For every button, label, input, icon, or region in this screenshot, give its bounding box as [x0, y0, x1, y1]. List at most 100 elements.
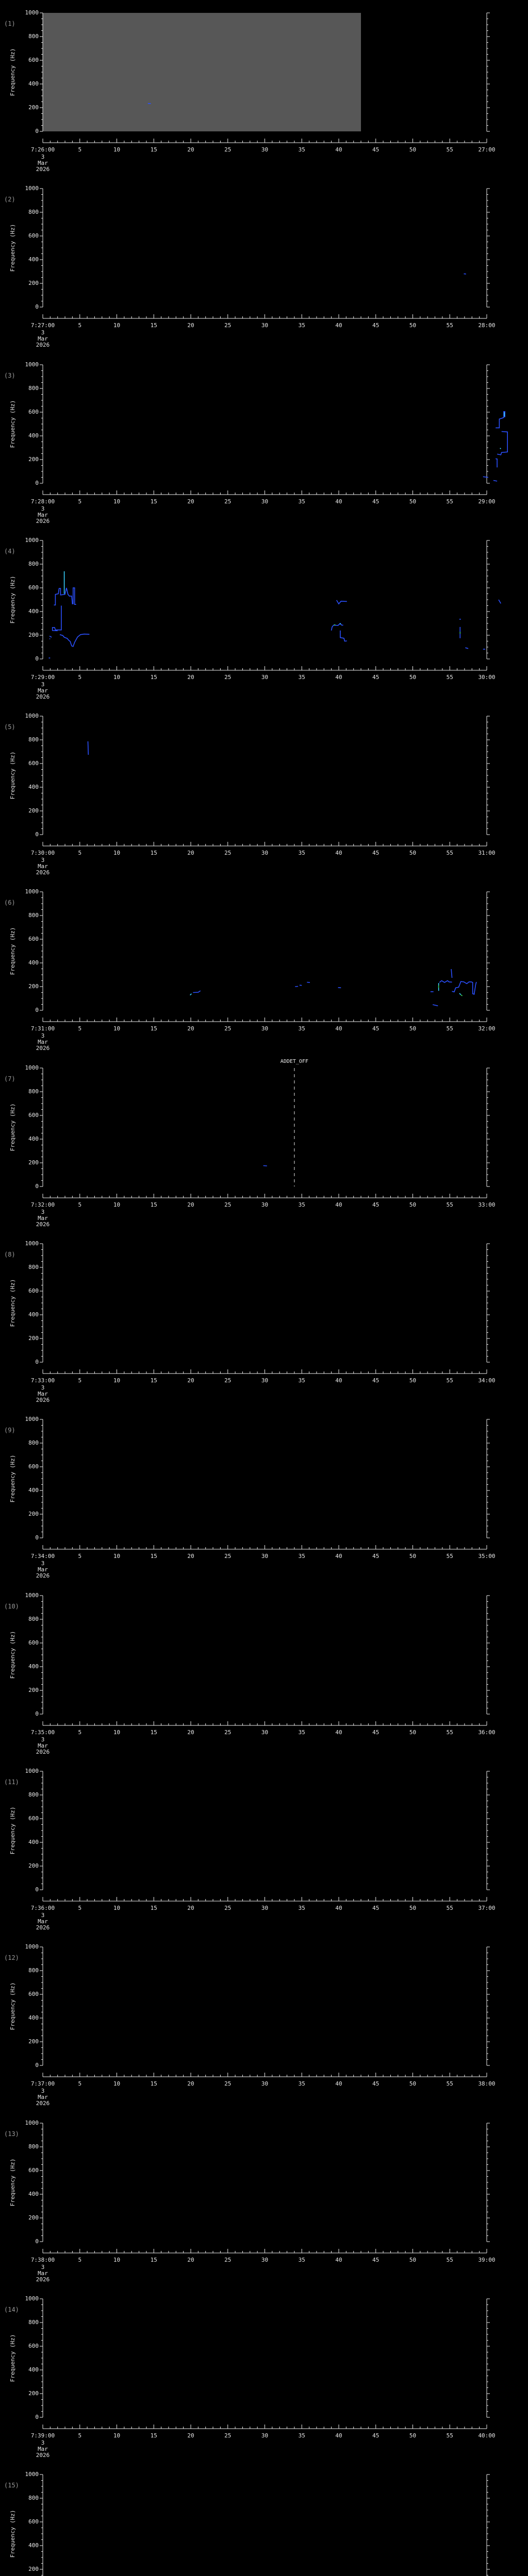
- x-tick-label: 25: [224, 850, 232, 857]
- x-axis-date-line: 3: [41, 2088, 45, 2095]
- y-tick-label: 600: [28, 1463, 39, 1470]
- y-tick-label: 0: [35, 1710, 39, 1717]
- x-tick-label: 10: [113, 146, 121, 153]
- x-tick-label: 50: [409, 498, 417, 505]
- signal-trace-blue: [49, 635, 52, 638]
- y-tick-label: 1000: [25, 2471, 39, 2478]
- y-tick-label: 0: [35, 1534, 39, 1541]
- x-end-time-label: 30:00: [478, 673, 496, 681]
- y-tick-label: 200: [28, 1335, 39, 1342]
- signal-trace-blue: [496, 458, 498, 467]
- x-axis-date-line: Mar: [38, 1039, 48, 1046]
- x-tick-label: 5: [78, 2080, 82, 2088]
- x-tick-label: 45: [372, 850, 380, 857]
- x-tick-label: 35: [298, 1728, 305, 1736]
- panel-canvas: [40, 12, 490, 143]
- x-tick-label: 30: [261, 1377, 269, 1384]
- x-end-time-label: 32:00: [478, 1025, 496, 1032]
- y-tick-label: 1000: [25, 1240, 39, 1247]
- y-tick-label: 0: [35, 128, 39, 134]
- x-axis-date-line: 3: [41, 681, 45, 688]
- y-tick-label: 1000: [25, 2295, 39, 2302]
- x-tick-label: 30: [261, 2080, 269, 2088]
- x-axis-date-line: Mar: [38, 2094, 48, 2101]
- y-axis-title: Frequency (Hz): [9, 224, 16, 272]
- y-tick-label: 200: [28, 2214, 39, 2221]
- y-axis-title: Frequency (Hz): [9, 2158, 16, 2206]
- x-axis-date-line: 2026: [36, 869, 50, 876]
- y-tick-label: 800: [28, 560, 39, 567]
- signal-trace-blue: [451, 969, 453, 978]
- y-axis-title: Frequency (Hz): [9, 1103, 16, 1151]
- y-tick-label: 400: [28, 959, 39, 967]
- x-tick-label: 55: [446, 2256, 453, 2263]
- panel-index-label: (9): [4, 1427, 15, 1434]
- panel-canvas: [40, 716, 490, 846]
- y-tick-label: 600: [28, 408, 39, 415]
- x-tick-label: 35: [298, 498, 305, 505]
- x-tick-label: 30: [261, 2432, 269, 2439]
- y-tick-label: 800: [28, 1967, 39, 1974]
- y-tick-label: 600: [28, 1991, 39, 1998]
- x-tick-label: 45: [372, 1553, 380, 1560]
- x-start-time-label: 7:28:00: [30, 498, 55, 505]
- x-tick-label: 55: [446, 2432, 453, 2439]
- x-axis-date-line: Mar: [38, 2269, 48, 2277]
- y-axis-title: Frequency (Hz): [9, 751, 16, 800]
- x-end-time-label: 35:00: [478, 1553, 496, 1560]
- x-tick-label: 45: [372, 322, 380, 329]
- x-axis-date-line: 3: [41, 329, 45, 336]
- x-tick-label: 50: [409, 146, 417, 153]
- x-tick-label: 5: [78, 850, 82, 857]
- x-axis-date-line: 2026: [36, 2100, 50, 2107]
- y-tick-label: 400: [28, 1487, 39, 1494]
- y-tick-label: 200: [28, 104, 39, 111]
- y-tick-label: 200: [28, 2389, 39, 2397]
- x-axis-date-line: Mar: [38, 687, 48, 694]
- x-tick-label: 15: [150, 1377, 157, 1384]
- x-tick-label: 15: [150, 673, 157, 681]
- x-tick-label: 10: [113, 2256, 121, 2263]
- x-tick-label: 40: [335, 1377, 342, 1384]
- x-tick-label: 40: [335, 498, 342, 505]
- y-tick-label: 400: [28, 80, 39, 87]
- x-tick-label: 10: [113, 1728, 121, 1736]
- x-tick-label: 5: [78, 1377, 82, 1384]
- x-axis-date-line: 3: [41, 1032, 45, 1040]
- spectrogram-panel-11: (11) Frequency (Hz) 0 200 400 600 800 1000 5 10 15…: [0, 1758, 528, 1934]
- signal-trace-blue: [496, 411, 506, 428]
- x-tick-label: 20: [187, 1201, 194, 1208]
- x-end-time-label: 29:00: [478, 498, 496, 505]
- y-tick-label: 800: [28, 912, 39, 919]
- signal-trace-cyan: [190, 993, 192, 996]
- y-tick-label: 1000: [25, 1416, 39, 1423]
- x-tick-label: 40: [335, 1728, 342, 1736]
- panel-index-label: (4): [4, 547, 15, 555]
- y-tick-label: 400: [28, 1311, 39, 1318]
- y-tick-label: 0: [35, 1007, 39, 1014]
- x-tick-label: 35: [298, 1025, 305, 1032]
- panel-index-label: (12): [4, 1954, 19, 1962]
- x-tick-label: 20: [187, 1025, 194, 1032]
- y-tick-label: 600: [28, 2518, 39, 2526]
- y-tick-label: 400: [28, 607, 39, 615]
- x-tick-label: 25: [224, 322, 232, 329]
- panel-index-label: (11): [4, 1778, 19, 1786]
- x-tick-label: 5: [78, 1025, 82, 1032]
- panel-index-label: (8): [4, 1251, 15, 1259]
- x-tick-label: 50: [409, 2256, 417, 2263]
- x-tick-label: 35: [298, 673, 305, 681]
- x-tick-label: 5: [78, 2256, 82, 2263]
- x-tick-label: 20: [187, 322, 194, 329]
- y-tick-label: 600: [28, 1815, 39, 1822]
- x-tick-label: 55: [446, 146, 453, 153]
- x-start-time-label: 7:29:00: [30, 673, 55, 681]
- x-tick-label: 25: [224, 2080, 232, 2088]
- x-tick-label: 10: [113, 1025, 121, 1032]
- y-axis-title: Frequency (Hz): [9, 927, 16, 975]
- spectrogram-panel-1: (1) Frequency (Hz) 0 200 400 600 800 1000 5 10 15 2…: [0, 0, 528, 176]
- y-tick-label: 600: [28, 1639, 39, 1646]
- x-start-time-label: 7:26:00: [30, 146, 55, 153]
- x-axis-date-line: 2026: [36, 693, 50, 700]
